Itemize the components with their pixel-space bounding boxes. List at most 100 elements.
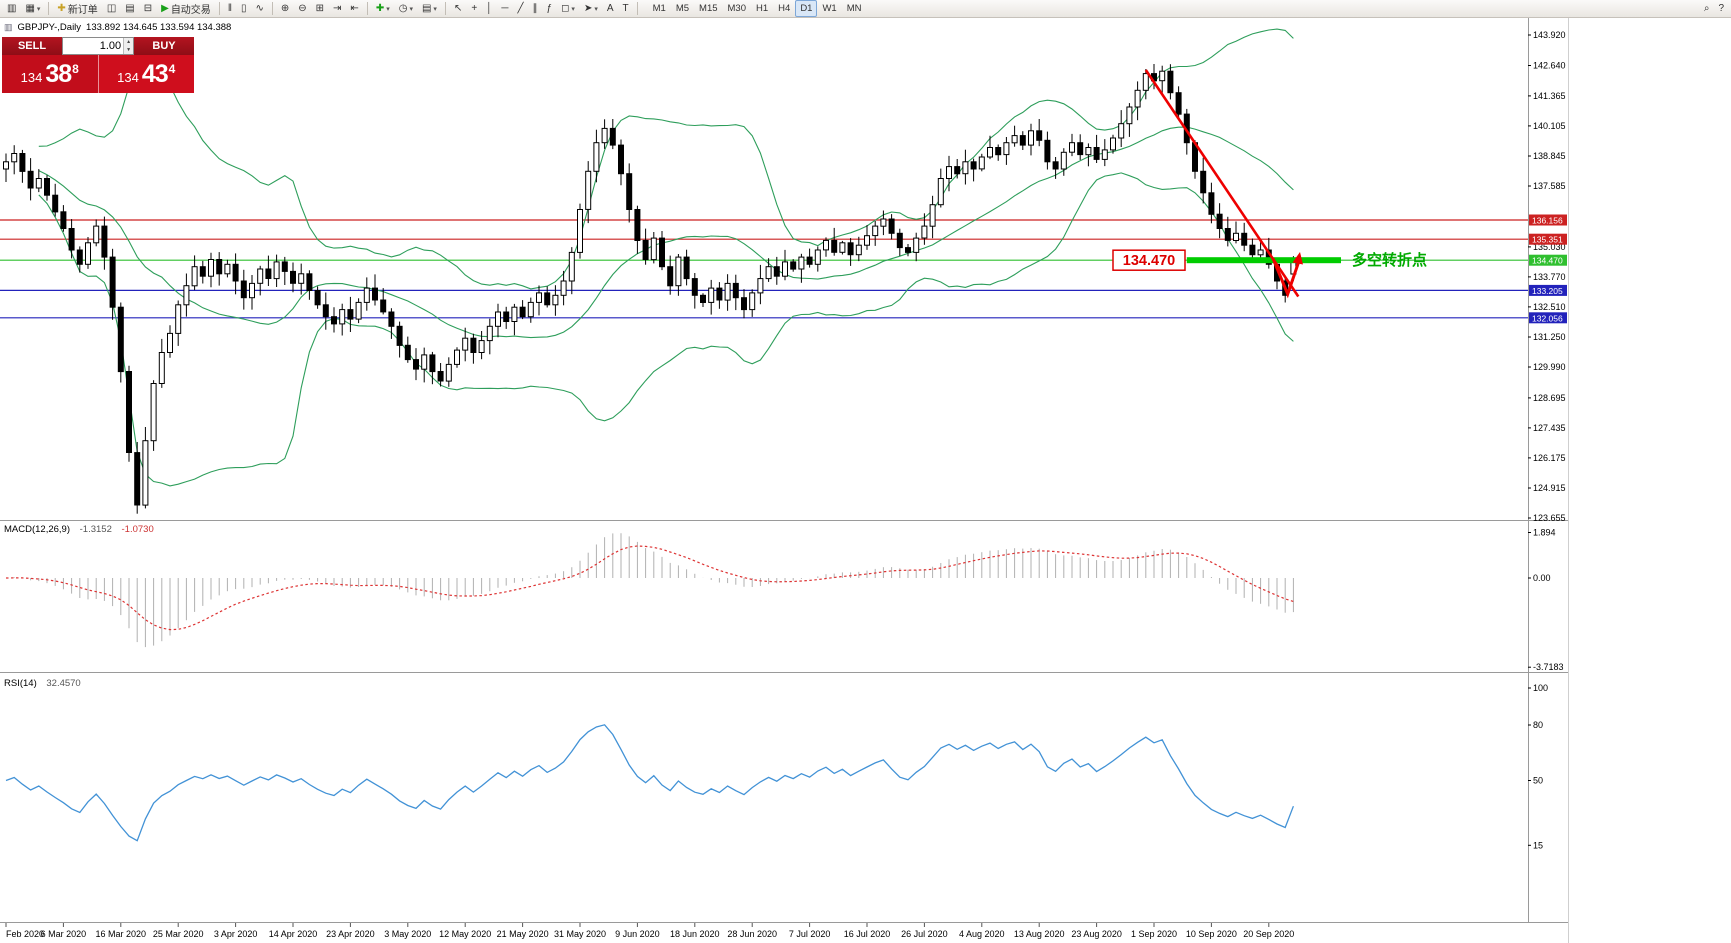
- buy-button[interactable]: BUY: [134, 37, 194, 55]
- candlestick-chart-button[interactable]: ▯: [237, 0, 251, 17]
- empty-right-panel: [1569, 18, 1731, 943]
- toolbar-separator: [218, 2, 220, 15]
- timeframe-button-m30[interactable]: M30: [727, 3, 746, 14]
- cursor-button[interactable]: ↖: [450, 0, 466, 17]
- svg-text:3 Apr 2020: 3 Apr 2020: [214, 929, 258, 939]
- tile-windows-button[interactable]: ⊞: [312, 0, 328, 17]
- svg-text:134.470: 134.470: [1532, 256, 1563, 266]
- timeframe-button-d1[interactable]: D1: [795, 0, 818, 17]
- zoom-in-button[interactable]: ⊕: [277, 0, 293, 17]
- svg-text:138.845: 138.845: [1533, 151, 1566, 161]
- profiles-button[interactable]: ▦ ▾: [21, 0, 44, 17]
- svg-text:133.770: 133.770: [1533, 272, 1566, 282]
- line-chart-button[interactable]: ∿: [251, 0, 267, 17]
- market-watch-icon: ◫: [106, 2, 117, 14]
- new-order-button[interactable]: ✚ 新订单: [53, 0, 101, 17]
- text-button[interactable]: A: [603, 0, 618, 17]
- chart-shift-button[interactable]: ⇤: [346, 0, 362, 17]
- timeframe-button-h4[interactable]: H4: [778, 3, 791, 14]
- channel-button[interactable]: ∥: [529, 0, 542, 17]
- buy-price-sup: 4: [168, 61, 176, 76]
- horizontal-line-button[interactable]: ─: [497, 0, 512, 17]
- svg-text:21 May 2020: 21 May 2020: [497, 929, 549, 939]
- auto-scroll-button[interactable]: ⇥: [329, 0, 345, 17]
- svg-text:12 May 2020: 12 May 2020: [439, 929, 491, 939]
- label-button[interactable]: T: [619, 0, 633, 17]
- svg-text:14 Apr 2020: 14 Apr 2020: [269, 929, 318, 939]
- trendline-button[interactable]: ╱: [514, 0, 528, 17]
- arrows-button[interactable]: ➤ ▾: [580, 0, 602, 17]
- cursor-icon: ↖: [453, 2, 463, 14]
- crosshair-button[interactable]: +: [467, 0, 481, 17]
- dropdown-arrow-icon: ▾: [571, 5, 575, 13]
- svg-text:128.695: 128.695: [1533, 393, 1566, 403]
- indicators-icon: ✚: [375, 2, 385, 14]
- svg-text:137.585: 137.585: [1533, 181, 1566, 191]
- main-toolbar: ▥ ▦ ▾ ✚ 新订单 ◫ ▤ ⊟ ▶ 自动交易 ‖ ▯ ∿ ⊕ ⊖ ⊞ ⇥ ⇤ ✚ ▾ ◷ ▾ ▤ ▾ ↖ + │ ─ ╱ ∥ ƒ ◻ ▾ ➤ ▾…: [0, 0, 1731, 18]
- fibonacci-button[interactable]: ƒ: [543, 0, 557, 17]
- rsi-header: RSI(14) 32.4570: [4, 678, 81, 689]
- timeframe-button-m5[interactable]: M5: [675, 3, 690, 14]
- sell-price-display[interactable]: 134 38 8: [2, 55, 98, 93]
- svg-text:13 Aug 2020: 13 Aug 2020: [1014, 929, 1065, 939]
- stepper-up-icon[interactable]: ▲: [124, 38, 133, 46]
- periods-button[interactable]: ◷ ▾: [395, 0, 417, 17]
- volume-stepper: ▲ ▼: [123, 38, 133, 54]
- support-zone[interactable]: 134.470 多空转折点: [1112, 249, 1427, 271]
- label-icon: T: [622, 2, 629, 14]
- svg-text:10 Sep 2020: 10 Sep 2020: [1186, 929, 1237, 939]
- indicators-button[interactable]: ✚ ▾: [372, 0, 394, 17]
- chart-symbol-period: GBPJPY-,Daily: [17, 22, 82, 33]
- navigator-button[interactable]: ⊟: [140, 0, 156, 17]
- svg-text:135.030: 135.030: [1533, 242, 1566, 252]
- svg-text:132.510: 132.510: [1533, 302, 1566, 312]
- vertical-line-button[interactable]: │: [482, 0, 496, 17]
- price-badge: [1529, 284, 1567, 296]
- text-icon: A: [606, 2, 614, 14]
- search-icon: ⌕: [1703, 2, 1710, 14]
- svg-text:143.920: 143.920: [1533, 30, 1566, 40]
- svg-text:50: 50: [1533, 776, 1543, 786]
- toolbar-separator: [48, 2, 50, 15]
- svg-text:80: 80: [1533, 720, 1543, 730]
- svg-text:Feb 2020: Feb 2020: [6, 929, 44, 939]
- sell-button[interactable]: SELL: [2, 37, 62, 55]
- zoom-out-button[interactable]: ⊖: [294, 0, 310, 17]
- chart-window-button[interactable]: ▥: [3, 0, 20, 17]
- volume-input[interactable]: [63, 38, 124, 54]
- timeframe-button-m1[interactable]: M1: [652, 3, 666, 14]
- bars-chart-icon: ‖: [227, 2, 232, 14]
- crosshair-icon: +: [471, 2, 478, 14]
- zoom-in-icon: ⊕: [280, 2, 290, 14]
- svg-text:23 Aug 2020: 23 Aug 2020: [1071, 929, 1122, 939]
- svg-text:28 Jun 2020: 28 Jun 2020: [727, 929, 777, 939]
- timeframe-button-mn[interactable]: MN: [846, 3, 862, 14]
- timeframe-button-m15[interactable]: M15: [699, 3, 718, 14]
- search-button[interactable]: ⌕: [1700, 0, 1714, 17]
- data-window-button[interactable]: ▤: [121, 0, 138, 17]
- chart-title: ▥ GBPJPY-,Daily 133.892 134.645 133.594 …: [4, 22, 231, 33]
- bars-chart-button[interactable]: ‖: [224, 0, 236, 17]
- autotrading-button[interactable]: ▶ 自动交易: [157, 0, 215, 17]
- svg-text:9 Jun 2020: 9 Jun 2020: [615, 929, 660, 939]
- help-button[interactable]: ?: [1714, 0, 1728, 17]
- autotrading-button-label: 自动交易: [170, 5, 211, 16]
- price-badge: [1529, 233, 1567, 245]
- trendline-icon: ╱: [517, 2, 524, 14]
- buy-price-display[interactable]: 134 43 4: [97, 55, 195, 93]
- stepper-down-icon[interactable]: ▼: [124, 46, 133, 54]
- macd-label: MACD(12,26,9): [4, 524, 70, 535]
- svg-text:129.990: 129.990: [1533, 362, 1566, 372]
- templates-button[interactable]: ▤ ▾: [418, 0, 441, 17]
- tile-windows-icon: ⊞: [315, 2, 325, 14]
- timeframe-button-w1[interactable]: W1: [822, 3, 837, 14]
- toolbar-separator: [636, 2, 638, 15]
- price-axis[interactable]: 143.920 142.640 141.365 140.105 138.845 137.5…: [1528, 30, 1567, 523]
- chart-symbol-icon: ▥: [4, 22, 13, 32]
- shapes-button[interactable]: ◻ ▾: [557, 0, 579, 17]
- trend-line[interactable]: [1144, 69, 1303, 299]
- timeframe-button-h1[interactable]: H1: [756, 3, 769, 14]
- market-watch-button[interactable]: ◫: [103, 0, 120, 17]
